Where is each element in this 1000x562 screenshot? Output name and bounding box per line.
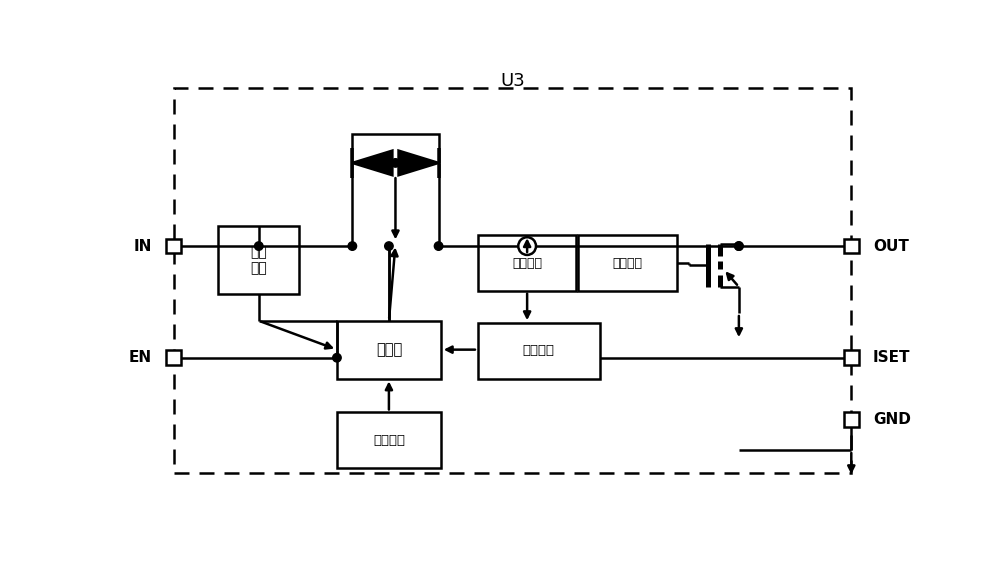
Circle shape (348, 242, 357, 250)
Bar (844, 239, 859, 253)
Circle shape (255, 242, 263, 250)
Circle shape (434, 242, 443, 250)
Text: 驱动器: 驱动器 (376, 342, 402, 357)
Bar (844, 351, 859, 365)
Text: U3: U3 (500, 71, 525, 89)
Text: 电流检测: 电流检测 (512, 256, 542, 270)
Bar (337, 321, 441, 379)
Text: ISET: ISET (873, 350, 910, 365)
Bar (844, 412, 859, 427)
Bar (218, 226, 299, 294)
Text: OUT: OUT (873, 239, 909, 253)
Circle shape (735, 242, 743, 250)
Bar (166, 239, 181, 253)
Polygon shape (399, 151, 439, 175)
Bar (478, 235, 576, 291)
Circle shape (385, 242, 393, 250)
Circle shape (518, 237, 536, 255)
Bar (578, 235, 677, 291)
Bar (166, 351, 181, 365)
Polygon shape (352, 151, 392, 175)
Bar (478, 323, 600, 379)
Text: GND: GND (873, 412, 911, 427)
Bar (337, 413, 441, 468)
Text: IN: IN (134, 239, 152, 253)
Text: 放电控制: 放电控制 (612, 256, 642, 270)
Bar (174, 88, 851, 473)
Circle shape (333, 353, 341, 362)
Text: 电流限制: 电流限制 (523, 345, 555, 357)
Text: EN: EN (129, 350, 152, 365)
Text: 热量检测: 热量检测 (373, 434, 405, 447)
Circle shape (735, 242, 743, 250)
Circle shape (391, 158, 400, 167)
Text: 低压
关断: 低压 关断 (250, 245, 267, 275)
